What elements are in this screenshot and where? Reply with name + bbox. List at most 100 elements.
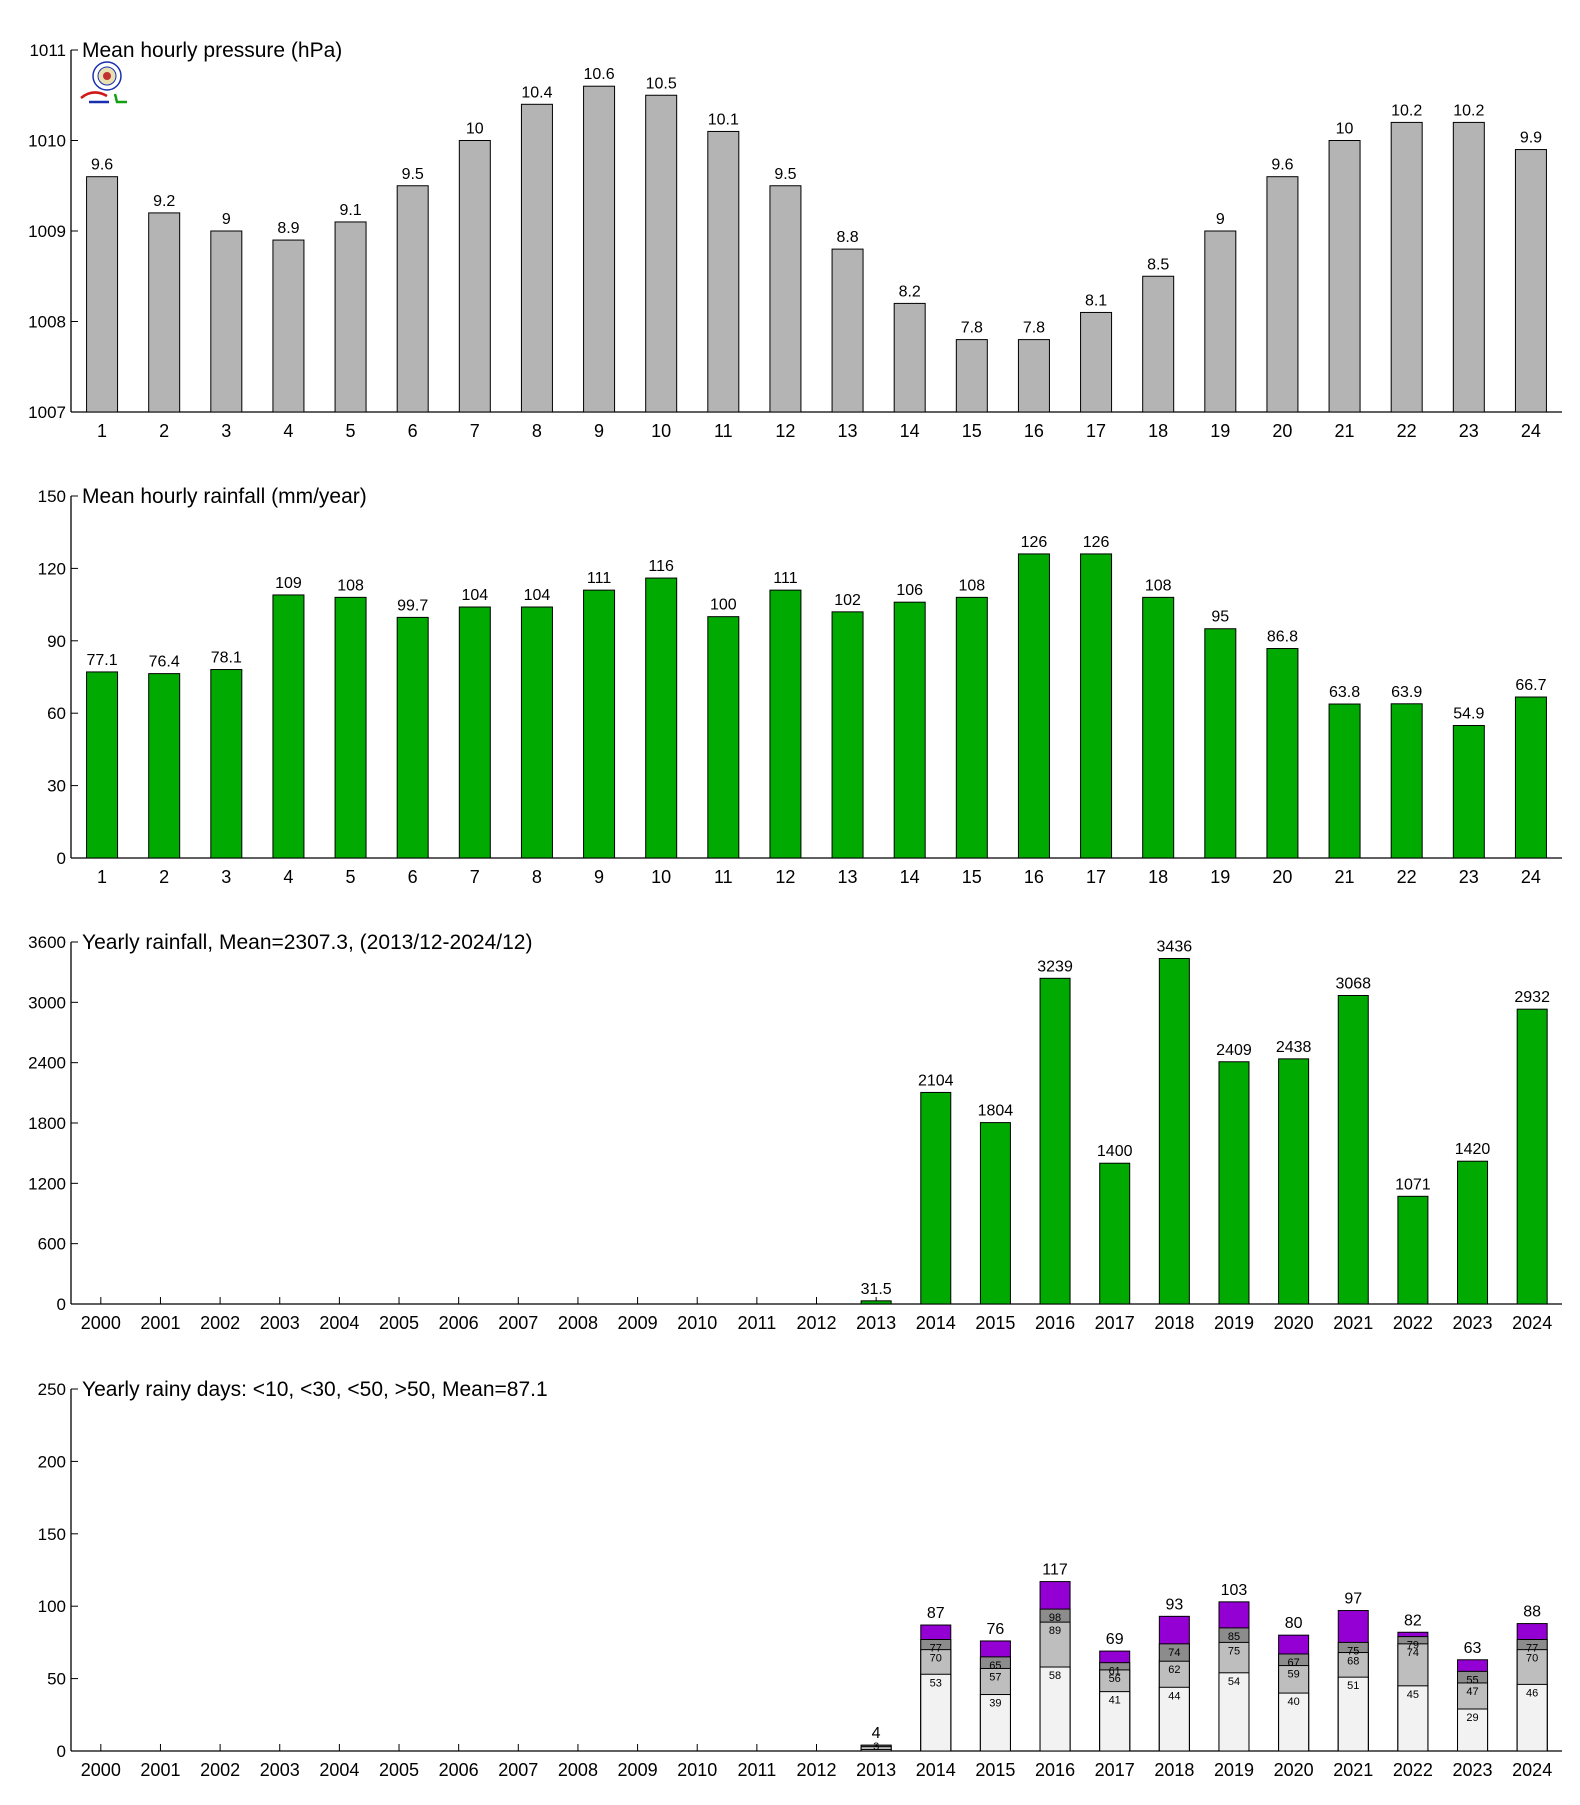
x-tick-label: 19: [1210, 421, 1230, 441]
bar-value-label: 9: [1216, 211, 1225, 228]
y-tick-label: 150: [38, 487, 66, 506]
x-tick-label: 2015: [975, 1313, 1015, 1333]
bar: [210, 669, 243, 859]
chart-title: Mean hourly rainfall (mm/year): [82, 485, 367, 508]
bar-value-label: 10.5: [646, 75, 677, 92]
bar-value-label: 102: [834, 592, 861, 609]
bar-value-label: 104: [524, 587, 551, 604]
x-tick-label: 2018: [1154, 1313, 1194, 1333]
bar: [1390, 121, 1423, 413]
x-tick-label: 11: [714, 867, 733, 887]
bar-value-label: 99.7: [397, 597, 428, 614]
bar-value-label: 10.2: [1391, 102, 1422, 119]
x-tick-label: 2020: [1274, 1760, 1314, 1780]
y-tick-label: 100: [38, 1597, 66, 1616]
y-tick-label: 3000: [28, 993, 66, 1012]
y-tick-label: 600: [38, 1235, 66, 1254]
bar: [1514, 149, 1547, 413]
stack-total-label: 69: [1106, 1631, 1124, 1648]
stack-segment-label: 47: [1466, 1686, 1478, 1698]
x-tick-label: 6: [408, 421, 418, 441]
x-tick-label: 17: [1086, 421, 1106, 441]
bar: [707, 130, 740, 413]
bar-value-label: 108: [958, 577, 985, 594]
y-tick-label: 0: [57, 1742, 66, 1761]
bar: [458, 606, 491, 859]
bar: [1516, 1008, 1548, 1305]
y-tick-label: 250: [38, 1380, 66, 1399]
stack-segment-label: 79: [1407, 1640, 1419, 1652]
x-tick-label: 4: [283, 421, 293, 441]
stack-total-label: 117: [1042, 1562, 1068, 1579]
bar-value-label: 10.4: [521, 84, 552, 101]
bar: [831, 611, 864, 859]
stack-total-label: 63: [1464, 1640, 1482, 1657]
x-tick-label: 2013: [856, 1760, 896, 1780]
bar: [955, 339, 988, 413]
bar: [334, 596, 367, 859]
x-tick-label: 8: [532, 421, 542, 441]
bar-value-label: 95: [1211, 609, 1229, 626]
logo-swoosh-red: [80, 91, 108, 99]
chart-title: Yearly rainy days: <10, <30, <50, >50, M…: [82, 1378, 548, 1401]
y-tick-label: 50: [47, 1670, 66, 1689]
x-tick-label: 2004: [319, 1313, 359, 1333]
x-tick-label: 23: [1459, 421, 1479, 441]
stack-segment-label: 67: [1287, 1657, 1299, 1669]
stack-segment-label: 51: [1347, 1680, 1359, 1692]
bar: [1266, 648, 1299, 859]
x-tick-label: 2024: [1512, 1760, 1552, 1780]
x-tick-label: 2014: [916, 1760, 956, 1780]
x-tick-label: 2016: [1035, 1760, 1075, 1780]
x-tick-label: 21: [1335, 867, 1355, 887]
bar: [1328, 703, 1361, 859]
bar: [148, 212, 181, 413]
stack-segment-label: 77: [1526, 1643, 1538, 1655]
bar: [396, 185, 429, 413]
bar: [1204, 628, 1237, 859]
x-tick-label: 14: [900, 867, 920, 887]
x-tick-label: 2024: [1512, 1313, 1552, 1333]
y-tick-label: 2400: [28, 1054, 66, 1073]
chart-panel-3: 0 600 1200 1800 2400 3000 3600 Yearly rainfall,…: [28, 931, 1562, 1333]
x-tick-label: 14: [900, 421, 920, 441]
x-tick-label: 17: [1086, 867, 1106, 887]
bar-value-label: 126: [1083, 534, 1110, 551]
x-tick-label: 2011: [738, 1760, 777, 1780]
bar: [86, 671, 119, 859]
x-tick-label: 7: [470, 421, 480, 441]
bar: [1142, 275, 1175, 413]
x-tick-label: 2016: [1035, 1313, 1075, 1333]
logo-seal-center: [103, 72, 111, 80]
bar-value-label: 126: [1021, 534, 1048, 551]
bar-value-label: 9.6: [1271, 157, 1293, 174]
x-tick-label: 2006: [439, 1760, 479, 1780]
x-tick-label: 5: [346, 421, 356, 441]
x-tick-label: 2021: [1333, 1760, 1373, 1780]
stack-segment-label: 41: [1109, 1695, 1121, 1707]
x-tick-label: 2007: [498, 1760, 538, 1780]
x-tick-label: 2019: [1214, 1760, 1254, 1780]
y-tick-label: 1200: [28, 1174, 66, 1193]
x-tick-label: 15: [962, 867, 982, 887]
stack-segment-label: 55: [1466, 1674, 1478, 1686]
bar: [645, 94, 678, 413]
x-tick-label: 10: [651, 421, 671, 441]
x-tick-label: 7: [470, 867, 480, 887]
stack-total-label: 4: [872, 1725, 881, 1742]
x-tick-label: 12: [775, 421, 795, 441]
y-tick-label: 0: [57, 849, 66, 868]
x-tick-label: 16: [1024, 867, 1044, 887]
y-tick-label: 60: [47, 704, 66, 723]
bar: [1080, 311, 1113, 413]
y-tick-label: 30: [47, 777, 66, 796]
x-tick-label: 20: [1272, 421, 1292, 441]
x-tick-label: 2008: [558, 1313, 598, 1333]
y-tick-label: 3600: [28, 933, 66, 952]
bar-value-label: 2438: [1276, 1039, 1312, 1056]
bar-value-label: 9.1: [339, 202, 361, 219]
bar-value-label: 54.9: [1453, 706, 1484, 723]
bar-value-label: 116: [648, 558, 674, 575]
